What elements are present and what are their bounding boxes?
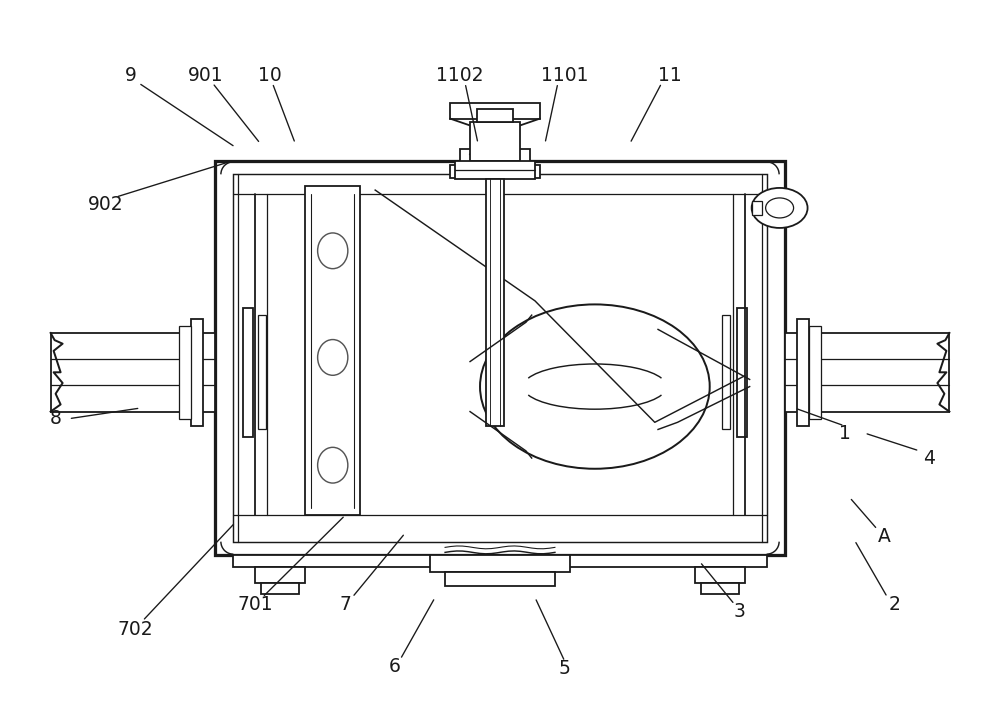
Circle shape (480, 304, 710, 469)
Text: 2: 2 (889, 595, 900, 614)
Text: 8: 8 (50, 410, 62, 428)
Circle shape (752, 188, 808, 228)
Text: 5: 5 (559, 659, 571, 678)
Bar (752, 200, 762, 215)
Bar (258, 315, 266, 430)
Bar (477, 110, 513, 122)
Bar (261, 583, 299, 594)
Text: 1: 1 (839, 424, 850, 442)
Bar (305, 186, 360, 516)
Bar (785, 333, 949, 412)
Bar (470, 122, 520, 162)
Bar (51, 333, 215, 412)
Bar (233, 174, 767, 542)
Text: 701: 701 (238, 595, 273, 614)
Text: 4: 4 (923, 448, 935, 468)
Bar (430, 554, 570, 572)
Text: 7: 7 (339, 595, 351, 614)
Text: 902: 902 (88, 195, 123, 214)
Bar (486, 179, 504, 426)
Bar (445, 572, 555, 586)
Text: 6: 6 (389, 657, 401, 676)
Bar (233, 554, 767, 567)
Bar (215, 162, 785, 554)
Text: 1101: 1101 (541, 66, 589, 85)
Text: 901: 901 (188, 66, 223, 85)
Text: 1102: 1102 (436, 66, 484, 85)
Bar (243, 308, 253, 437)
Bar (809, 326, 821, 419)
Bar (737, 308, 747, 437)
Bar (695, 567, 745, 583)
Bar (179, 326, 191, 419)
Bar (255, 567, 305, 583)
Bar (450, 165, 540, 178)
Bar (722, 315, 730, 430)
Text: 10: 10 (258, 66, 282, 85)
Text: 9: 9 (125, 66, 136, 85)
Text: 11: 11 (658, 66, 682, 85)
Bar (701, 583, 739, 594)
Bar (797, 319, 809, 426)
Bar (450, 103, 540, 119)
Bar (460, 150, 530, 165)
Text: 702: 702 (118, 620, 153, 639)
Bar (191, 319, 203, 426)
Text: A: A (878, 527, 891, 546)
Text: 3: 3 (734, 602, 746, 621)
Circle shape (766, 198, 794, 218)
Bar (455, 162, 535, 179)
